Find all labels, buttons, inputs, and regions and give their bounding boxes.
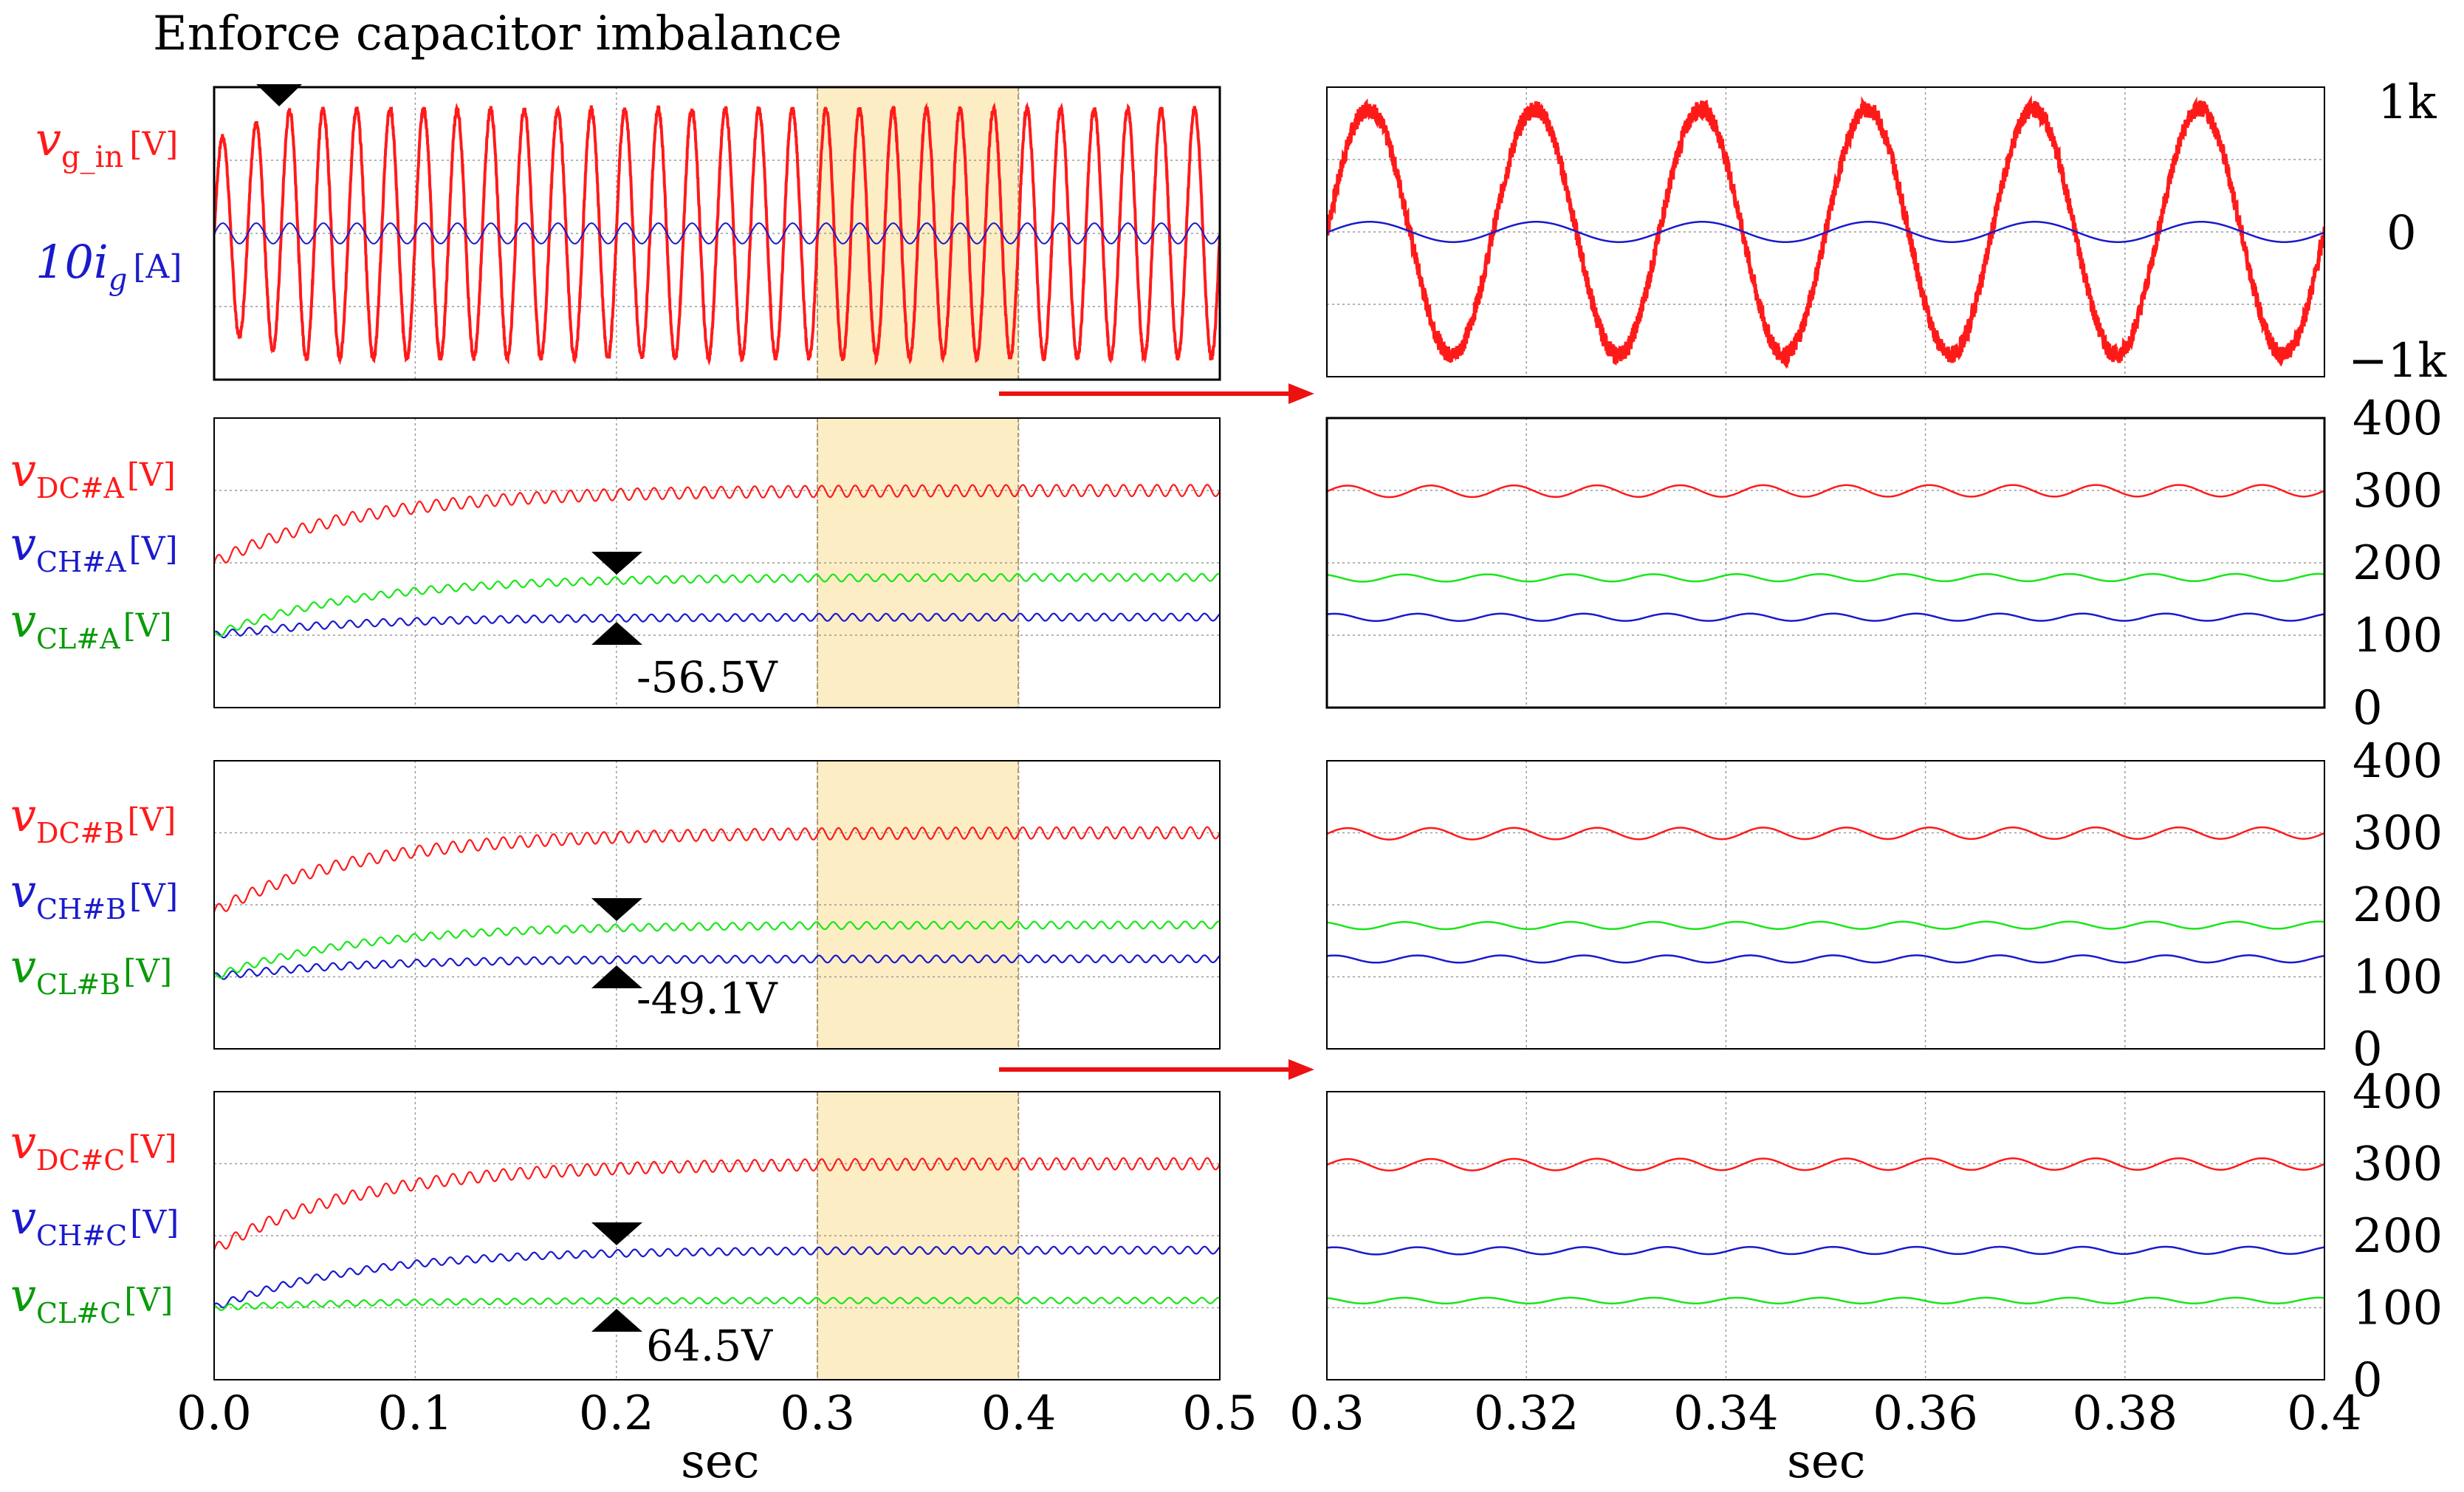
gridlines — [214, 87, 2324, 1380]
x-tick-right: 0.32 — [1474, 1386, 1579, 1441]
trace-vcl-B-right — [1327, 920, 2324, 931]
dc-scale-tick: 200 — [2353, 1209, 2443, 1264]
label-vch-A: vCH#A[V] — [10, 517, 178, 578]
trace-vdc-A-left — [214, 484, 1220, 564]
trace-vch-A-right — [1327, 612, 2324, 622]
trace-vdc-C-right — [1327, 1157, 2324, 1172]
panel-grid-right — [1326, 86, 2325, 377]
zoom-arrow-top — [999, 383, 1314, 404]
panel-B-right — [1326, 760, 2325, 1050]
x-tick-left: 0.0 — [176, 1386, 252, 1441]
labels-C: vDC#C[V] vCH#C[V] vCL#C[V] — [10, 1115, 179, 1330]
x-tick-right: 0.3 — [1289, 1386, 1365, 1441]
label-vch-B: vCH#B[V] — [10, 864, 178, 925]
panel-frames — [213, 86, 2326, 1380]
delta-label-B: -49.1V — [636, 973, 778, 1024]
dc-scale-tick: 300 — [2353, 807, 2443, 861]
label-vdc-B: vDC#B[V] — [10, 788, 176, 849]
x-axis-ticks: 0.0 0.1 0.2 0.3 0.4 0.5 0.3 0.32 0.34 0.36 0.38 0.4 — [176, 1386, 2362, 1441]
marker-up-C — [591, 1309, 642, 1332]
x-tick-right: 0.36 — [1873, 1386, 1978, 1441]
dc-scale-tick: 0 — [2353, 1022, 2383, 1077]
annotation-title: Enforce capacitor imbalance — [153, 7, 842, 61]
panel-B-left — [213, 760, 1221, 1050]
dc-scale-tick: 300 — [2353, 464, 2443, 519]
label-vg: vg_in [V] — [35, 112, 178, 174]
label-vcl-A: vCL#A[V] — [10, 594, 172, 655]
dc-scale-tick: 0 — [2353, 681, 2383, 736]
dc-scale-tick: 100 — [2353, 1281, 2443, 1336]
event-marker-icon — [256, 84, 302, 106]
trace-vch-B-right — [1327, 954, 2324, 964]
scale-grid-top: 1k — [2378, 75, 2437, 130]
marker-down-B — [591, 898, 642, 921]
trace-vdc-B-right — [1327, 826, 2324, 841]
scale-grid-bot: −1k — [2348, 334, 2447, 389]
panel-C-right — [1326, 1091, 2325, 1380]
labels-A: vDC#A[V] vCH#A[V] vCL#A[V] — [10, 443, 178, 655]
dc-scale-tick: 400 — [2353, 1065, 2443, 1120]
dc-scale-tick: 0 — [2353, 1353, 2383, 1408]
trace-vdc-B-left — [214, 826, 1220, 913]
trace-vch-A-left — [214, 612, 1220, 639]
delta-label-C: 64.5V — [646, 1321, 773, 1371]
x-tick-right: 0.4 — [2287, 1386, 2362, 1441]
x-tick-left: 0.3 — [780, 1386, 855, 1441]
x-tick-left: 0.4 — [981, 1386, 1057, 1441]
dc-scale-tick: 100 — [2353, 609, 2443, 663]
delta-label-A: -56.5V — [636, 652, 778, 702]
dc-scale-tick: 100 — [2353, 951, 2443, 1005]
trace-vcl-A-right — [1327, 572, 2324, 583]
zoom-arrow-bottom — [999, 1059, 1314, 1080]
label-vdc-C: vDC#C[V] — [10, 1115, 177, 1177]
trace-vch-C-left — [214, 1245, 1220, 1309]
label-vch-C: vCH#C[V] — [10, 1191, 179, 1252]
scale-grid-mid: 0 — [2386, 206, 2417, 261]
label-ig: 10ig [A] — [35, 235, 182, 297]
marker-up-B — [591, 965, 642, 988]
panel-grid-left — [213, 86, 1221, 381]
dc-scale-tick: 300 — [2353, 1137, 2443, 1192]
dc-scale-tick: 400 — [2353, 734, 2443, 789]
trace-vcl-C-left — [214, 1296, 1220, 1311]
label-vcl-C: vCL#C[V] — [10, 1268, 173, 1330]
trace-ig-left — [214, 222, 1220, 244]
trace-vcl-C-right — [1327, 1296, 2324, 1305]
dc-scale-tick: 200 — [2353, 878, 2443, 933]
panel-A-left — [213, 417, 1221, 708]
marker-up-A — [591, 622, 642, 645]
trace-vch-C-right — [1327, 1245, 2324, 1256]
x-tick-left: 0.2 — [579, 1386, 654, 1441]
panel-C-left — [213, 1091, 1221, 1380]
panel-A-right — [1325, 417, 2326, 709]
dc-scale-tick: 400 — [2353, 391, 2443, 446]
trace-vdc-A-right — [1327, 484, 2324, 499]
labels-B: vDC#B[V] vCH#B[V] vCL#B[V] — [10, 788, 178, 1001]
scale-grid: 1k 0 −1k — [2348, 75, 2447, 389]
trace-vcl-A-left — [214, 572, 1220, 637]
label-vcl-B: vCL#B[V] — [10, 940, 172, 1001]
marker-down-A — [591, 552, 642, 575]
labels-grid: vg_in [V] 10ig [A] — [35, 112, 182, 297]
x-tick-left: 0.5 — [1182, 1386, 1257, 1441]
dc-scale-tick: 200 — [2353, 536, 2443, 591]
x-tick-left: 0.1 — [378, 1386, 453, 1441]
x-axis-label-left: sec — [681, 1434, 760, 1489]
trace-vdc-C-left — [214, 1157, 1220, 1250]
marker-down-C — [591, 1222, 642, 1245]
x-axis-label-right: sec — [1787, 1434, 1866, 1489]
x-tick-right: 0.38 — [2073, 1386, 2178, 1441]
label-vdc-A: vDC#A[V] — [10, 443, 176, 504]
x-tick-right: 0.34 — [1673, 1386, 1779, 1441]
trace-vcl-B-left — [214, 920, 1220, 979]
trace-ig-right — [1327, 221, 2324, 243]
trace-vg-right — [1327, 95, 2324, 369]
trace-vch-B-left — [214, 954, 1220, 980]
